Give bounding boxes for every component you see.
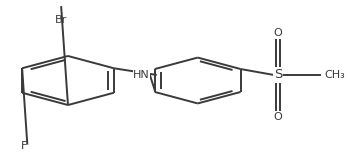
Text: S: S [274, 68, 282, 81]
Text: Br: Br [55, 15, 67, 25]
Text: O: O [274, 112, 282, 122]
Text: F: F [21, 141, 28, 151]
Text: O: O [274, 28, 282, 38]
Text: CH₃: CH₃ [324, 70, 345, 80]
Text: HN: HN [133, 70, 150, 80]
